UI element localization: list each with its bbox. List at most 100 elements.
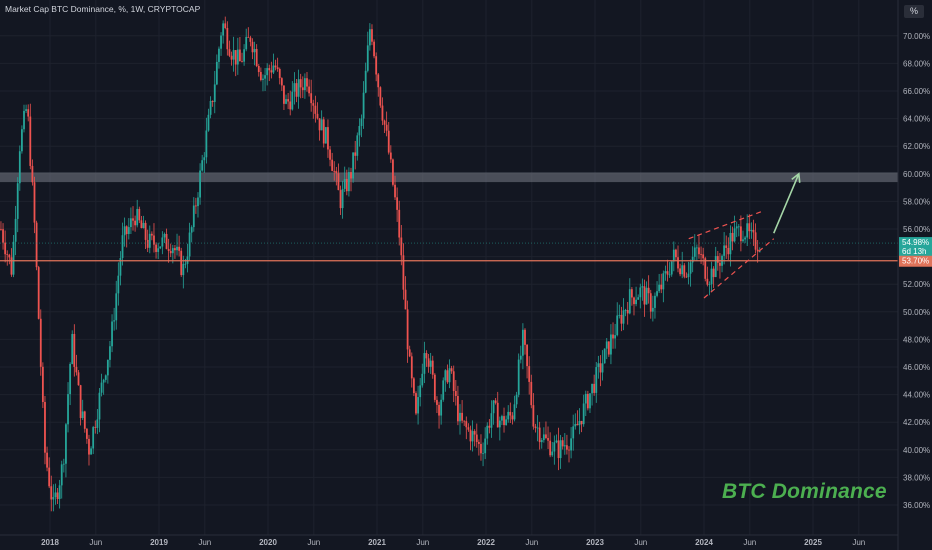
candle-body <box>180 251 182 275</box>
candle-body <box>363 93 365 119</box>
candle-body <box>627 310 629 313</box>
candle-body <box>673 250 675 262</box>
candle-body <box>419 385 421 397</box>
candle-body <box>312 103 314 106</box>
x-tick-label: 2020 <box>259 538 277 547</box>
candle-body <box>239 50 241 62</box>
candle-body <box>245 37 247 49</box>
candle-body <box>694 248 696 257</box>
candle-body <box>50 486 52 499</box>
candle-body <box>249 38 251 42</box>
candle-body <box>138 209 140 220</box>
candle-body <box>57 492 59 499</box>
candle-body <box>753 230 755 232</box>
candle-body <box>679 268 681 274</box>
candle-body <box>182 264 184 275</box>
candle-body <box>342 189 344 208</box>
candle-body <box>176 247 178 250</box>
candle-body <box>358 126 360 135</box>
candle-body <box>681 265 683 274</box>
candle-body <box>258 66 260 72</box>
candle-body <box>329 149 331 159</box>
candle-body <box>128 227 130 234</box>
candle-body <box>719 263 721 266</box>
candle-body <box>90 448 92 454</box>
candle-body <box>447 370 449 382</box>
candle-body <box>639 287 641 297</box>
candle-body <box>734 228 736 241</box>
candle-body <box>537 428 539 429</box>
candle-body <box>562 440 564 446</box>
candle-body <box>384 121 386 125</box>
candle-body <box>189 233 191 257</box>
candle-body <box>635 300 637 304</box>
candle-body <box>535 427 537 428</box>
candle-body <box>589 393 591 408</box>
candle-body <box>285 99 287 104</box>
candle-body <box>80 385 82 418</box>
x-tick-label: Jun <box>634 538 647 547</box>
candle-body <box>528 366 530 382</box>
candle-body <box>73 334 75 367</box>
candle-body <box>254 49 256 52</box>
candle-body <box>390 153 392 160</box>
y-tick-label: 50.00% <box>903 308 930 317</box>
currency-badge[interactable]: % <box>904 5 924 18</box>
candle-body <box>264 75 266 78</box>
candle-body <box>0 229 2 230</box>
candle-body <box>203 157 205 160</box>
candle-body <box>289 101 291 109</box>
candle-body <box>553 442 555 451</box>
candle-body <box>654 296 656 308</box>
y-tick-label: 48.00% <box>903 335 930 344</box>
candle-body <box>140 220 142 228</box>
candle-body <box>335 171 337 173</box>
candle-body <box>738 226 740 227</box>
candle-body <box>652 308 654 312</box>
candle-body <box>117 276 119 294</box>
candle-body <box>287 99 289 101</box>
candle-body <box>518 360 520 395</box>
candle-body <box>669 274 671 275</box>
candle-body <box>306 78 308 86</box>
candle-body <box>323 119 325 143</box>
candle-body <box>665 271 667 273</box>
candle-body <box>61 464 63 485</box>
candle-body <box>333 171 335 172</box>
candle-body <box>201 160 203 170</box>
candle-body <box>195 206 197 207</box>
candle-body <box>539 428 541 442</box>
candle-body <box>736 226 738 228</box>
candle-body <box>338 173 340 190</box>
candle-body <box>71 334 73 364</box>
candle-body <box>17 183 19 219</box>
candle-body <box>746 223 748 237</box>
candle-body <box>641 286 643 287</box>
candle-body <box>340 190 342 208</box>
candle-body <box>382 106 384 121</box>
candle-body <box>413 378 415 393</box>
resistance-zone-band <box>0 172 898 182</box>
candle-body <box>585 394 587 404</box>
candle-body <box>428 358 430 366</box>
candle-body <box>472 431 474 441</box>
candle-body <box>126 226 128 234</box>
candle-body <box>595 367 597 393</box>
candle-body <box>199 171 201 198</box>
candle-body <box>42 367 44 402</box>
y-tick-label: 64.00% <box>903 115 930 124</box>
candle-body <box>205 131 207 158</box>
candle-body <box>187 256 189 263</box>
support-level-tag-text: 53.70% <box>902 257 929 266</box>
watermark-text: BTC Dominance <box>722 480 887 504</box>
candle-body <box>591 384 593 393</box>
candle-body <box>161 237 163 246</box>
candle-body <box>346 179 348 191</box>
candle-body <box>631 289 633 297</box>
candle-body <box>13 242 15 275</box>
x-tick-label: Jun <box>89 538 102 547</box>
y-tick-label: 40.00% <box>903 446 930 455</box>
candle-body <box>581 421 583 424</box>
candle-body <box>484 439 486 454</box>
